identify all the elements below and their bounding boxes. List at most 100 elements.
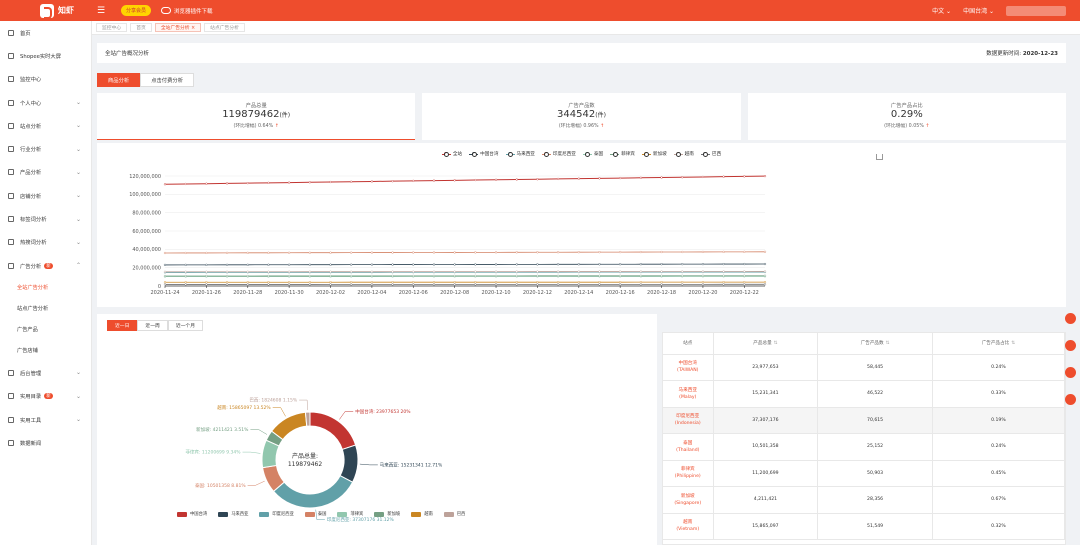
legend-item[interactable]: 新加坡: [641, 151, 667, 157]
table-row[interactable]: 泰国 (Thailand) 10,501,358 25,152 0.24%: [663, 433, 1066, 461]
donut-legend-item[interactable]: 马来西亚: [218, 511, 248, 517]
hamburger-icon[interactable]: ☰: [97, 5, 106, 16]
series-point: [205, 182, 208, 185]
donut-slice-0[interactable]: [309, 411, 357, 451]
crumb-monitor[interactable]: 监控中心: [96, 23, 128, 32]
language-selector[interactable]: 中文 ⌄: [932, 8, 952, 15]
col-total[interactable]: 产品总量 ⇅: [713, 333, 819, 355]
cell-region[interactable]: 越南 (Vietnam): [663, 513, 714, 540]
crumb-site-ads[interactable]: 站点广告分析: [204, 23, 245, 32]
cell-region[interactable]: 新加坡 (Singapore): [663, 486, 714, 514]
sidebar-subitem-0[interactable]: 全站广告分析: [17, 285, 49, 292]
sidebar-item-3[interactable]: 个人中心 ⌄: [0, 91, 91, 114]
donut-slice-7[interactable]: [304, 411, 311, 427]
legend-item[interactable]: 马来西亚: [505, 151, 535, 157]
kpi-card-total[interactable]: 产品总量 119879462(件) (环比增幅) 0.64% ↑: [97, 93, 416, 140]
series-point: [536, 274, 539, 277]
legend-item[interactable]: 巴西: [700, 151, 721, 157]
legend-item[interactable]: 泰国: [582, 151, 603, 157]
legend-item[interactable]: 全站: [441, 151, 462, 157]
cell-region[interactable]: 泰国 (Thailand): [663, 433, 714, 461]
promo-badge[interactable]: 分享会员: [121, 5, 152, 16]
table-row[interactable]: 马来西亚 (Malay) 15,231,341 46,522 0.33%: [663, 380, 1066, 408]
download-icon[interactable]: [876, 154, 883, 160]
tab-last-week[interactable]: 近一周: [137, 320, 168, 331]
sidebar-bottom-item-1[interactable]: 实用目录新 ⌄: [0, 385, 91, 408]
table-row[interactable]: 越南 (Vietnam) 15,865,097 51,549 0.32%: [663, 513, 1066, 540]
series-point: [722, 281, 725, 284]
message-icon[interactable]: [1065, 367, 1076, 378]
x-tick-label: 2020-12-08: [440, 290, 469, 296]
tab-product-analysis[interactable]: 商品分析: [97, 73, 141, 87]
sidebar-item-1[interactable]: Shopee实时大屏: [0, 44, 91, 67]
sidebar-subitem-1[interactable]: 站点广告分析: [17, 306, 49, 313]
crumb-home[interactable]: 首页: [130, 23, 152, 32]
legend-item[interactable]: 印度尼西亚: [541, 151, 576, 157]
cell-region[interactable]: 马来西亚 (Malay): [663, 380, 714, 408]
monitor-icon: [8, 76, 14, 83]
range-tabs: 近一日 近一周 近一个月: [107, 320, 204, 331]
col-ratio[interactable]: 广告产品占比 ⇅: [932, 333, 1066, 355]
donut-slice-2[interactable]: [272, 475, 354, 509]
sidebar-item-4[interactable]: 站点分析 ⌄: [0, 114, 91, 137]
series-point: [432, 281, 436, 284]
table-row[interactable]: 菲律宾 (Philippine) 11,200,699 50,903 0.45%: [663, 460, 1066, 487]
sidebar-item-0[interactable]: 首页: [0, 21, 91, 44]
crumb-all-ads[interactable]: 全站广告分析 ×: [154, 23, 202, 32]
col-ads[interactable]: 广告产品数 ⇅: [817, 333, 933, 355]
bell-icon[interactable]: [1065, 340, 1076, 351]
sidebar-bottom-item-0[interactable]: 后台管理 ⌄: [0, 361, 91, 384]
sort-icon[interactable]: ⇅: [773, 341, 778, 347]
legend-item[interactable]: 越南: [673, 151, 694, 157]
region-selector[interactable]: 中国台湾 ⌄: [963, 8, 994, 15]
cell-region[interactable]: 印度尼西亚 (Indonesia): [663, 407, 714, 434]
sidebar-bottom-item-2[interactable]: 实用工具 ⌄: [0, 408, 91, 431]
table-row[interactable]: 新加坡 (Singapore) 4,211,421 28,356 0.67%: [663, 486, 1066, 514]
industry-icon: [8, 146, 14, 153]
sidebar-item-8[interactable]: 标签词分析 ⌄: [0, 207, 91, 230]
sidebar-subitem-2[interactable]: 广告产品: [17, 327, 38, 334]
logo[interactable]: 知虾: [0, 0, 92, 21]
series-point: [308, 251, 311, 254]
sidebar-item-6[interactable]: 产品分析 ⌄: [0, 161, 91, 184]
series-point: [619, 250, 622, 254]
notice-icon[interactable]: [1065, 394, 1076, 405]
sidebar-item-5[interactable]: 行业分析 ⌄: [0, 137, 91, 160]
series-point: [412, 270, 415, 273]
series-point: [557, 270, 560, 273]
donut-legend-item[interactable]: 泰国: [304, 511, 326, 517]
tab-last-day[interactable]: 近一日: [107, 320, 138, 331]
cell-region[interactable]: 中国台湾 (TAIWAN): [663, 354, 714, 381]
series-point: [184, 281, 187, 284]
sidebar-item-7[interactable]: 店铺分析 ⌄: [0, 184, 91, 207]
sidebar-subitem-3[interactable]: 广告店铺: [17, 348, 38, 355]
chat-icon[interactable]: [1065, 313, 1076, 324]
table-row[interactable]: 印度尼西亚 (Indonesia) 37,307,176 70,615 0.19%: [663, 407, 1066, 434]
donut-legend-item[interactable]: 新加坡: [374, 511, 400, 517]
donut-legend-item[interactable]: 中国台湾: [177, 511, 207, 517]
sidebar-item-2[interactable]: 监控中心: [0, 68, 91, 91]
user-menu[interactable]: [1006, 5, 1066, 16]
tab-last-month[interactable]: 近一个月: [167, 320, 204, 331]
tab-ppc-analysis[interactable]: 点击付费分析: [140, 73, 194, 87]
kpi-card-ads[interactable]: 广告产品数 344542(件) (环比增幅) 0.96% ↑: [422, 93, 741, 140]
donut-legend-item[interactable]: 菲律宾: [337, 511, 363, 517]
donut-legend-item[interactable]: 越南: [411, 511, 433, 517]
sidebar-item-label: 个人中心: [20, 100, 42, 107]
sort-icon[interactable]: ⇅: [885, 341, 890, 347]
legend-item[interactable]: 菲律宾: [610, 151, 635, 157]
legend-item[interactable]: 中国台湾: [469, 151, 499, 157]
donut-center-value: 119879462: [288, 461, 323, 468]
cell-region[interactable]: 菲律宾 (Philippine): [663, 460, 714, 487]
sidebar-bottom-item-3[interactable]: 数据新闻: [0, 431, 91, 454]
series-point: [598, 270, 601, 273]
donut-legend-item[interactable]: 巴西: [443, 511, 465, 517]
plugin-download-link[interactable]: 浏览器插件下载: [161, 7, 213, 15]
donut-legend-item[interactable]: 印度尼西亚: [259, 511, 294, 517]
sidebar-item-9[interactable]: 热搜词分析 ⌄: [0, 231, 91, 254]
donut-slice-6[interactable]: [270, 411, 308, 441]
sort-icon[interactable]: ⇅: [1011, 341, 1016, 347]
sidebar-item-10[interactable]: 广告分析新 ⌃: [0, 254, 91, 277]
kpi-card-ratio[interactable]: 广告产品占比 0.29% (环比增幅) 0.05% ↑: [747, 93, 1066, 140]
table-row[interactable]: 中国台湾 (TAIWAN) 23,977,653 58,445 0.24%: [663, 354, 1066, 381]
